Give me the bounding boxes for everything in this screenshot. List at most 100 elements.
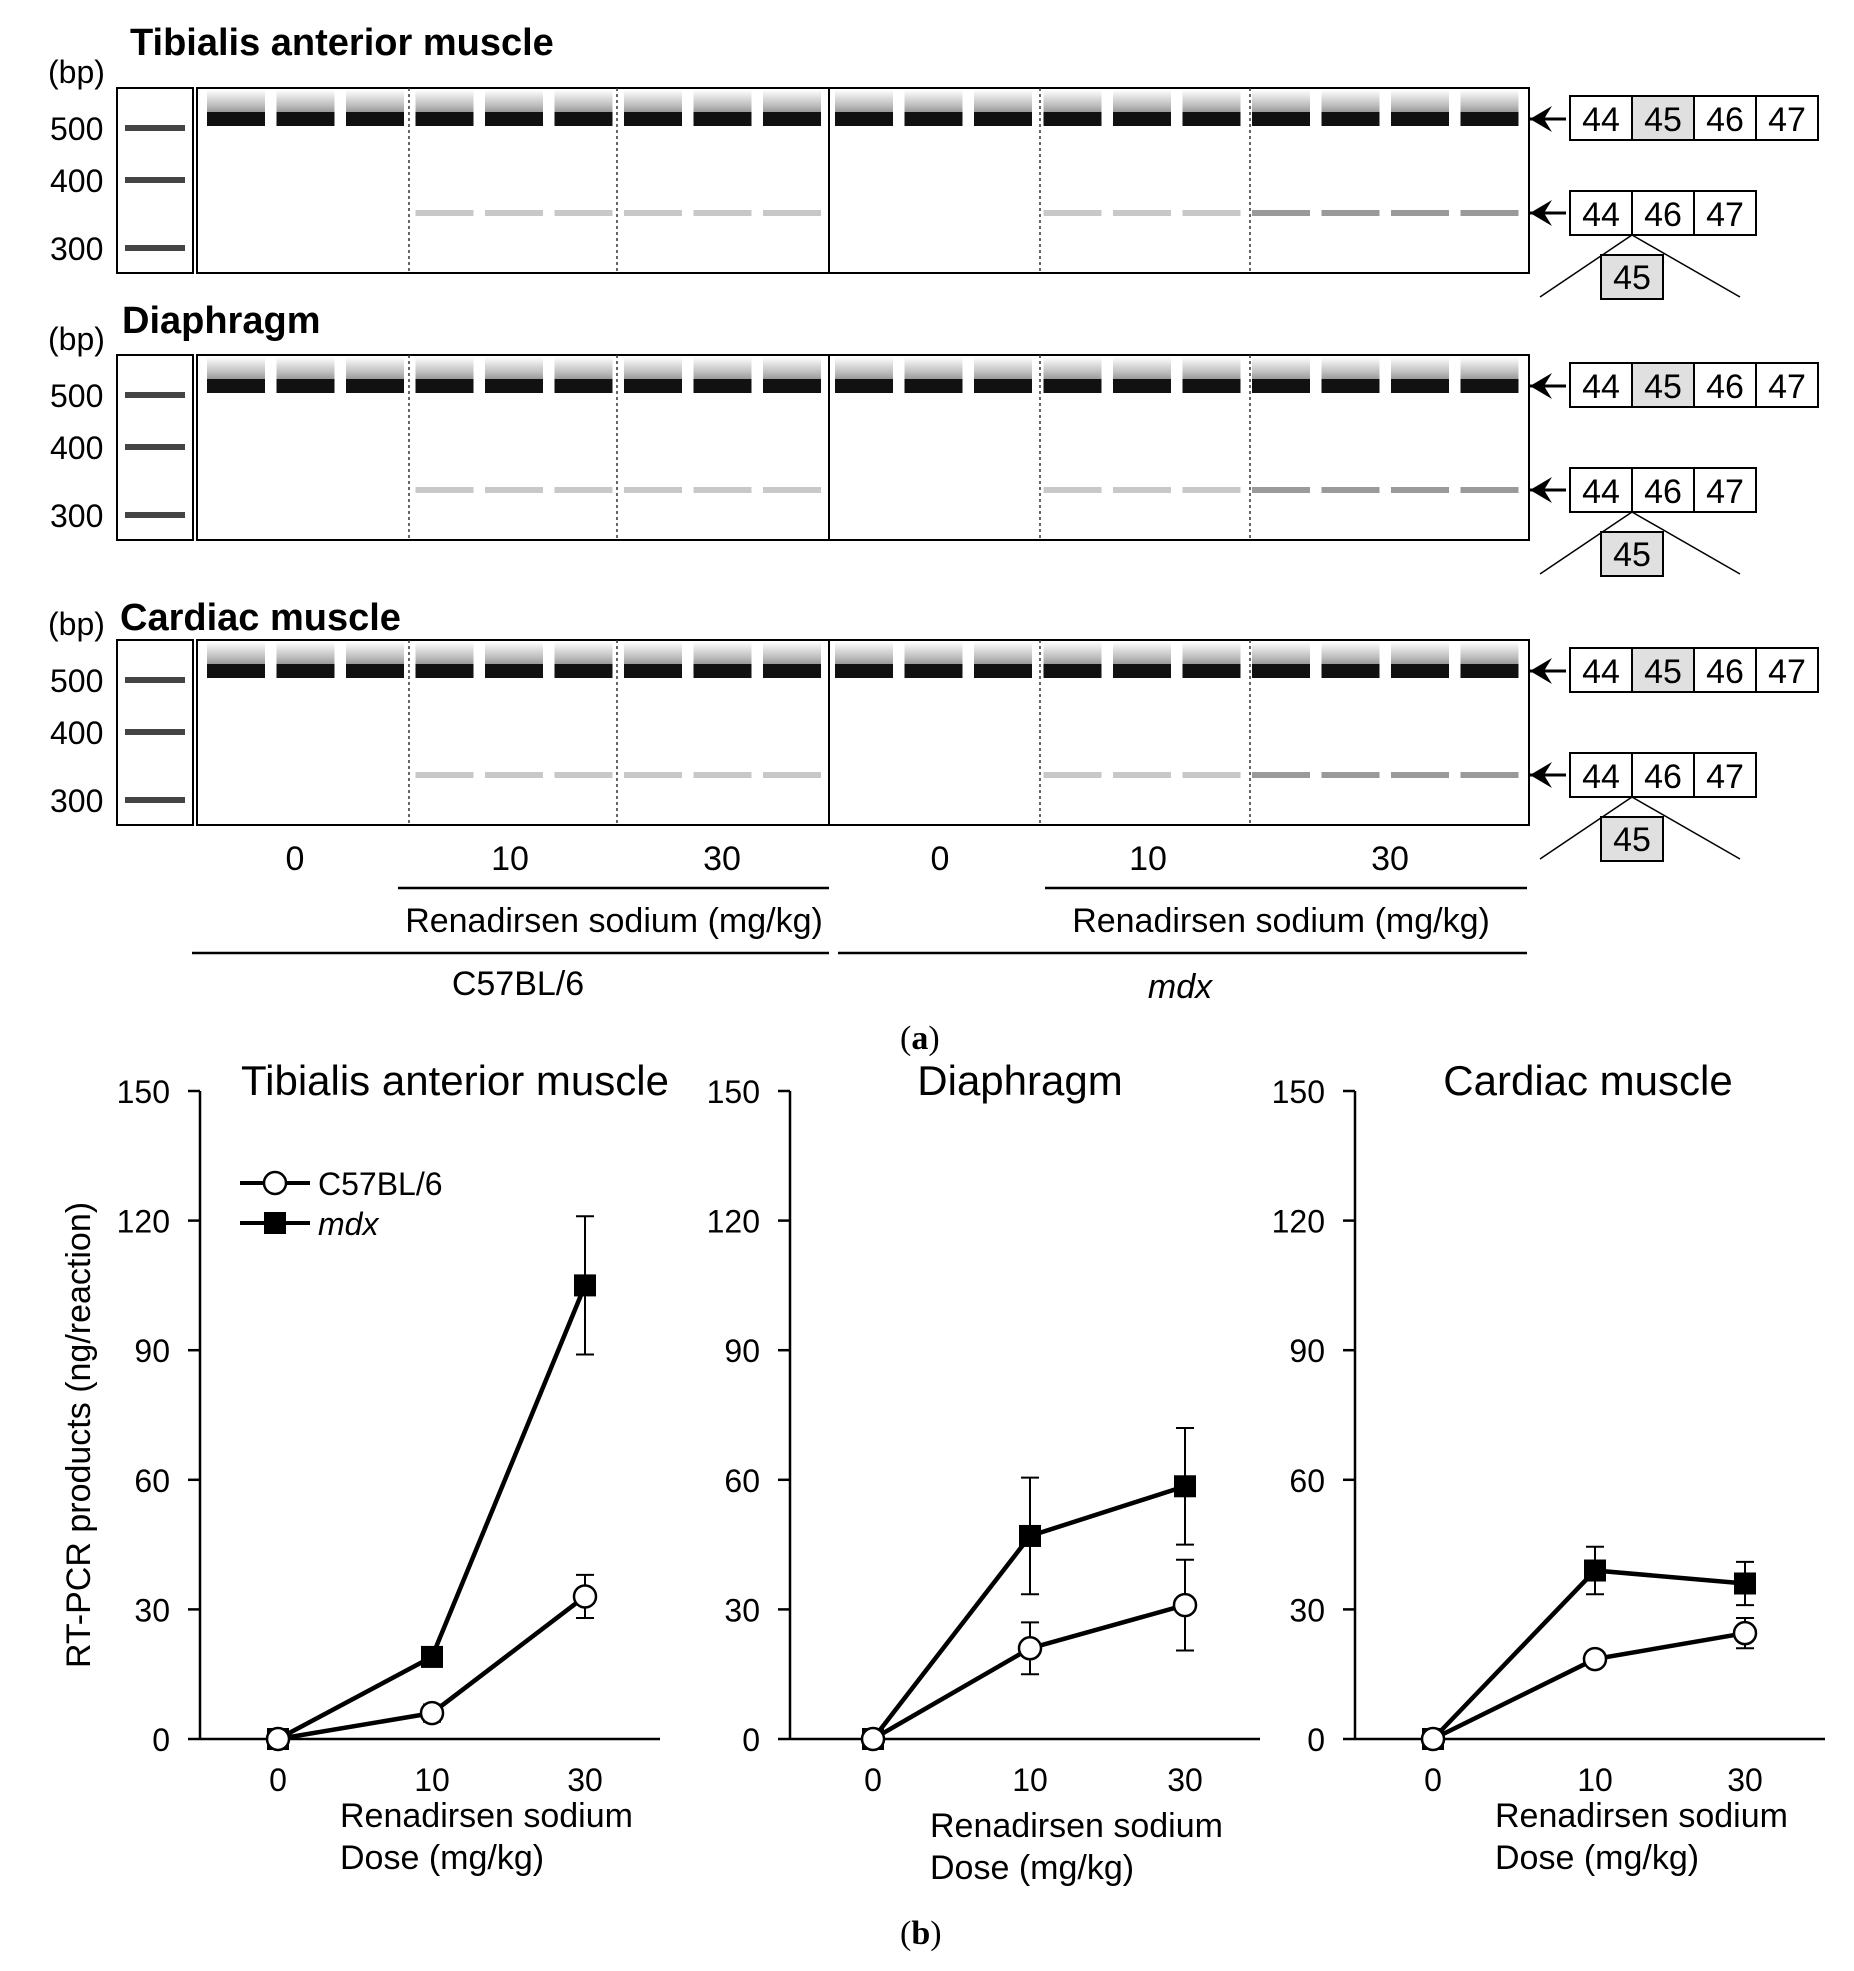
full-length-band	[693, 112, 752, 126]
exon-label: 44	[1582, 653, 1620, 691]
exon-box	[1569, 190, 1633, 236]
data-point-c57bl6	[1582, 1646, 1608, 1672]
full-length-band	[1043, 664, 1102, 678]
exon-label: 46	[1706, 653, 1744, 691]
full-length-band	[1460, 112, 1519, 126]
full-length-band	[1182, 112, 1241, 126]
full-length-band	[554, 112, 613, 126]
strain-label-mdx: mdx	[1148, 968, 1213, 1006]
data-point-c57bl6	[572, 1584, 598, 1609]
full-length-band	[624, 112, 682, 126]
y-tick-label: 120	[707, 1204, 760, 1240]
full-length-band	[974, 112, 1032, 126]
x-axis-label-line2: Dose (mg/kg)	[1495, 1839, 1699, 1877]
exon-label: 44	[1582, 101, 1620, 139]
x-tick-label: 10	[1577, 1762, 1613, 1798]
full-length-band	[1391, 379, 1449, 393]
exon-box	[1569, 467, 1633, 513]
band-arrow-head	[1530, 200, 1552, 226]
bp-unit-label: (bp)	[48, 54, 105, 90]
dose-label: 10	[1129, 840, 1167, 878]
chart-title: Tibialis anterior muscle	[241, 1057, 669, 1104]
skipped-band	[624, 487, 682, 493]
strain-label-c57: C57BL/6	[452, 965, 584, 1003]
full-length-band	[554, 379, 613, 393]
splice-line	[1631, 511, 1741, 575]
full-length-band	[346, 112, 404, 126]
ladder-band	[125, 245, 185, 251]
full-length-band	[1113, 379, 1171, 393]
data-point-c57bl6	[1732, 1620, 1758, 1646]
exon-box	[1569, 95, 1633, 141]
exon-label: 47	[1768, 101, 1806, 139]
data-point-mdx	[1584, 1559, 1606, 1582]
bp-tick-label: 300	[50, 231, 103, 267]
skipped-band	[1321, 772, 1380, 778]
x-tick-label: 10	[414, 1762, 450, 1798]
skipped-band	[693, 210, 752, 216]
y-tick-label: 150	[117, 1074, 170, 1110]
y-tick-label: 120	[1272, 1204, 1325, 1240]
full-length-band	[207, 379, 265, 393]
ladder-band	[125, 797, 185, 803]
gel-panel-title: Cardiac muscle	[120, 597, 401, 639]
full-length-band	[1391, 664, 1449, 678]
y-tick-label: 60	[724, 1463, 760, 1499]
full-length-band	[624, 379, 682, 393]
skipped-band	[1182, 487, 1241, 493]
full-length-band	[415, 112, 474, 126]
skipped-band	[485, 487, 543, 493]
skipped-band	[1182, 210, 1241, 216]
x-tick-label: 0	[864, 1762, 882, 1798]
skipped-band	[415, 210, 474, 216]
exon-box	[1569, 752, 1633, 798]
skipped-band	[554, 210, 613, 216]
data-point-mdx	[574, 1274, 596, 1297]
data-point-mdx	[1174, 1475, 1196, 1498]
splice-line	[1539, 234, 1633, 298]
bp-tick-label: 300	[50, 783, 103, 819]
skipped-band	[1321, 210, 1380, 216]
full-length-band	[1252, 112, 1310, 126]
exon-label: 45	[1644, 653, 1682, 691]
bp-tick-label: 500	[50, 111, 103, 147]
skipped-band	[1252, 487, 1310, 493]
y-tick-label: 30	[1289, 1592, 1325, 1628]
y-tick-label: 90	[724, 1333, 760, 1369]
series-line-mdx	[276, 1284, 588, 1741]
data-point-c57bl6	[265, 1726, 291, 1752]
skipped-band	[415, 772, 474, 778]
exon-label: 47	[1706, 758, 1744, 796]
skipped-exon-box	[1600, 816, 1664, 862]
band-arrow-head	[1530, 106, 1552, 132]
x-tick-label: 10	[1012, 1762, 1048, 1798]
exon-label: 45	[1644, 368, 1682, 406]
skipped-band	[1321, 487, 1380, 493]
x-axis-label-line2: Dose (mg/kg)	[930, 1849, 1134, 1887]
skipped-band	[415, 487, 474, 493]
ladder-band	[125, 512, 185, 518]
full-length-band	[835, 379, 893, 393]
dose-label: 0	[286, 840, 305, 878]
ladder-band	[125, 177, 185, 183]
band-arrow-head	[1530, 477, 1552, 503]
exon-box	[1631, 95, 1695, 141]
y-tick-label: 150	[1272, 1074, 1325, 1110]
gel-panel-title: Diaphragm	[122, 300, 320, 342]
bp-tick-label: 400	[50, 715, 103, 751]
band-arrow-head	[1530, 658, 1552, 684]
skipped-band	[554, 487, 613, 493]
full-length-band	[1113, 112, 1171, 126]
skipped-band	[1043, 772, 1102, 778]
y-tick-label: 0	[742, 1722, 760, 1758]
data-point-c57bl6	[1420, 1726, 1446, 1752]
y-tick-label: 90	[1289, 1333, 1325, 1369]
exon-label: 46	[1706, 101, 1744, 139]
full-length-band	[485, 379, 543, 393]
full-length-band	[974, 664, 1032, 678]
exon-box	[1631, 362, 1695, 408]
splice-line	[1539, 796, 1633, 860]
skipped-band	[1391, 210, 1449, 216]
ladder-band	[125, 444, 185, 450]
ladder-band	[125, 392, 185, 398]
